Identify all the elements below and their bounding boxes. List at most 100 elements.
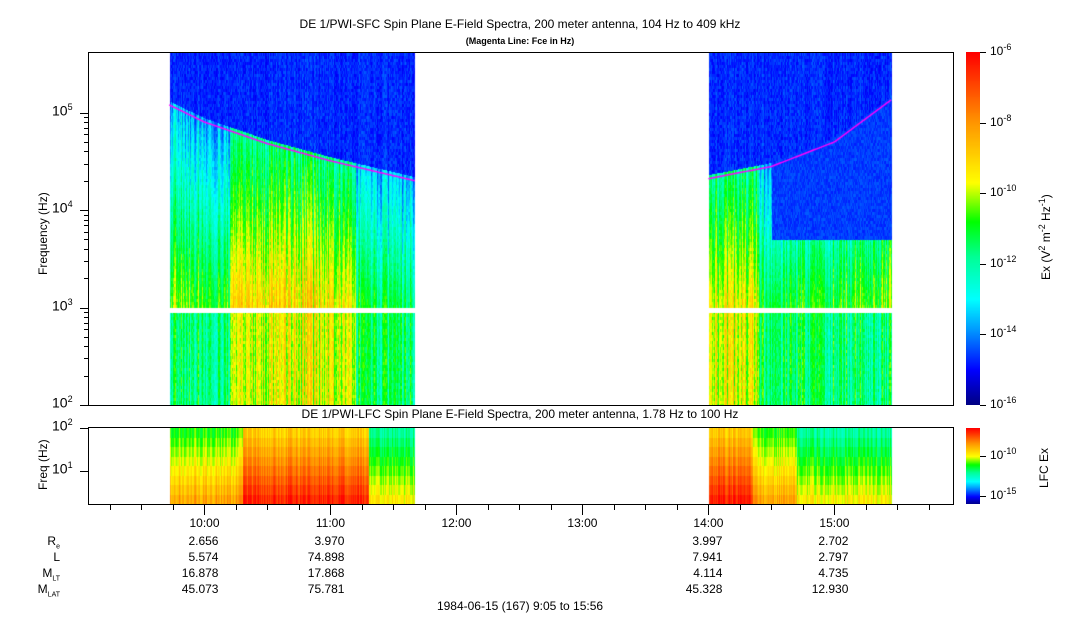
ephemeris-value: 16.878 <box>181 566 219 580</box>
colorbar-tick-label: 10-6 <box>990 42 1012 58</box>
ephemeris-value: 4.735 <box>818 566 849 580</box>
time-minor-tick <box>771 505 773 510</box>
ephemeris-value: 3.970 <box>314 534 345 548</box>
sfc-y-tick-label: 105 <box>52 101 73 119</box>
ephemeris-value: 3.997 <box>692 534 723 548</box>
time-minor-tick <box>141 505 143 510</box>
sfc-y-minor-tick <box>84 219 88 221</box>
ephemeris-value: 45.328 <box>685 582 723 596</box>
sfc-y-tick-label: 102 <box>52 394 73 411</box>
sfc-y-minor-tick <box>84 231 88 233</box>
ephemeris-row-label: MLT <box>42 566 60 583</box>
ephemeris-value: 75.781 <box>307 582 345 596</box>
sfc-y-minor-tick <box>84 375 88 377</box>
ephemeris-value: 7.941 <box>692 550 723 564</box>
time-minor-tick <box>645 505 647 510</box>
sfc-y-minor-tick <box>84 322 88 324</box>
ephemeris-value: 5.574 <box>188 550 219 564</box>
time-minor-tick <box>361 505 363 510</box>
sfc-y-minor-tick <box>84 225 88 227</box>
time-tick-label: 12:00 <box>441 516 472 530</box>
time-minor-tick <box>424 505 426 510</box>
time-minor-tick <box>172 505 174 510</box>
time-minor-tick <box>550 505 552 510</box>
sfc-y-tick <box>80 405 88 406</box>
ephemeris-value: 17.868 <box>307 566 345 580</box>
ephemeris-row-label: L <box>53 550 60 564</box>
colorbar-tick-label: 10-16 <box>990 395 1017 411</box>
sfc-y-tick <box>80 307 88 309</box>
lfc-y-tick-label: 101 <box>52 460 73 478</box>
ephemeris-value: 74.898 <box>307 550 345 564</box>
colorbar-tick <box>980 52 986 53</box>
sfc-y-minor-tick <box>84 134 88 136</box>
time-minor-tick <box>519 505 521 510</box>
time-minor-tick <box>393 505 395 510</box>
ephemeris-value: 12.930 <box>811 582 849 596</box>
sfc-colorbar-label: Ex (V2 m-2 Hz-1) <box>1037 194 1053 280</box>
time-tick-label: 15:00 <box>819 516 850 530</box>
ephemeris-row-label: Re <box>47 534 60 551</box>
lfc-y-tick <box>80 428 88 429</box>
sfc-y-minor-tick <box>84 141 88 143</box>
sfc-title: DE 1/PWI-SFC Spin Plane E-Field Spectra,… <box>299 17 741 31</box>
time-minor-tick <box>928 505 930 510</box>
lfc-y-tick-label: 102 <box>52 417 73 434</box>
colorbar-tick <box>980 193 986 195</box>
time-minor-tick <box>865 505 867 510</box>
lfc-colorbar-tick <box>980 456 986 457</box>
colorbar-tick <box>980 405 986 406</box>
ephemeris-value: 2.656 <box>188 534 219 548</box>
time-minor-tick <box>110 505 111 510</box>
lfc-colorbar-tick-label: 10-10 <box>990 446 1017 462</box>
sfc-y-minor-tick <box>84 278 88 280</box>
lfc-colorbar-label: LFC Ex <box>1037 447 1051 488</box>
time-major-tick <box>582 505 584 515</box>
sfc-y-minor-tick <box>84 127 88 129</box>
colorbar-tick <box>980 334 986 336</box>
sfc-y-minor-tick <box>84 261 88 263</box>
time-major-tick <box>204 505 206 515</box>
time-minor-tick <box>235 505 237 510</box>
lfc-plot-frame <box>88 427 954 505</box>
time-tick-label: 11:00 <box>315 516 346 530</box>
time-tick-label: 13:00 <box>567 516 598 530</box>
date-footer: 1984-06-15 (167) 9:05 to 15:56 <box>436 599 604 613</box>
time-minor-tick <box>267 505 269 510</box>
colorbar-tick-label: 10-8 <box>990 112 1012 129</box>
lfc-y-axis-label: Freq (Hz) <box>36 439 50 490</box>
sfc-y-tick-label: 104 <box>52 199 73 216</box>
time-minor-tick <box>739 505 741 510</box>
colorbar-tick-label: 10-14 <box>990 324 1017 341</box>
lfc-colorbar <box>966 428 980 504</box>
ephemeris-value: 45.073 <box>181 582 219 596</box>
lfc-y-tick <box>80 471 88 473</box>
sfc-y-tick <box>80 112 88 114</box>
sfc-y-minor-tick <box>84 180 88 182</box>
sfc-y-minor-tick <box>84 329 88 331</box>
sfc-y-minor-tick <box>84 346 88 348</box>
sfc-y-minor-tick <box>84 163 88 165</box>
sfc-y-minor-tick <box>84 316 88 318</box>
lfc-colorbar-tick-label: 10-15 <box>990 486 1017 502</box>
sfc-y-tick-label: 103 <box>52 296 73 314</box>
sfc-y-minor-tick <box>84 239 88 241</box>
lfc-colorbar-tick <box>980 496 986 497</box>
time-major-tick <box>330 505 332 515</box>
sfc-y-minor-tick <box>84 117 88 119</box>
colorbar-tick-label: 10-12 <box>990 253 1017 270</box>
time-tick-label: 14:00 <box>693 516 724 530</box>
sfc-y-minor-tick <box>84 151 88 153</box>
time-tick-label: 10:00 <box>189 516 220 530</box>
sfc-y-minor-tick <box>84 122 88 124</box>
cb-label-text: Ex (V <box>1039 250 1053 280</box>
sfc-subtitle: (Magenta Line: Fce in Hz) <box>465 36 575 46</box>
colorbar-tick <box>980 263 986 265</box>
time-major-tick <box>456 505 458 515</box>
time-minor-tick <box>802 505 804 510</box>
sfc-y-minor-tick <box>84 358 88 360</box>
lfc-title: DE 1/PWI-LFC Spin Plane E-Field Spectra,… <box>301 407 739 421</box>
time-minor-tick <box>487 505 489 510</box>
time-major-tick <box>834 505 836 515</box>
